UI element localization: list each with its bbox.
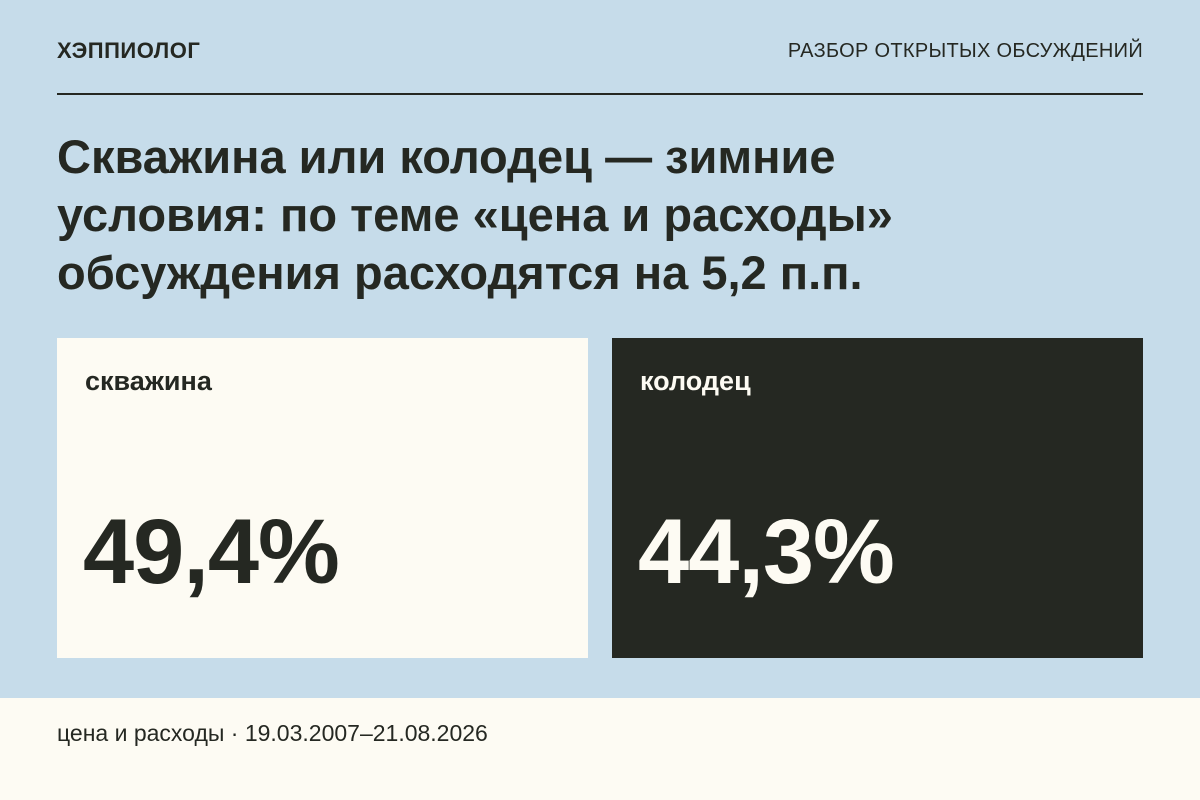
stat-label: скважина — [85, 366, 212, 396]
footer-text: цена и расходы · 19.03.2007–21.08.2026 — [57, 720, 488, 746]
section-label: РАЗБОР ОТКРЫТЫХ ОБСУЖДЕНИЙ — [787, 40, 1143, 62]
stat-label: колодец — [640, 366, 751, 396]
stat-card: скважина 49,4% — [57, 338, 588, 658]
headline: Скважина или колодец — зимние условия: п… — [57, 130, 893, 299]
divider — [57, 93, 1143, 95]
stat-value: 44,3% — [638, 501, 895, 603]
brand: ХЭППИОЛОГ — [57, 38, 201, 63]
stat-value: 49,4% — [83, 501, 340, 603]
footer: цена и расходы · 19.03.2007–21.08.2026 — [0, 698, 1200, 800]
stat-card: колодец 44,3% — [612, 338, 1143, 658]
